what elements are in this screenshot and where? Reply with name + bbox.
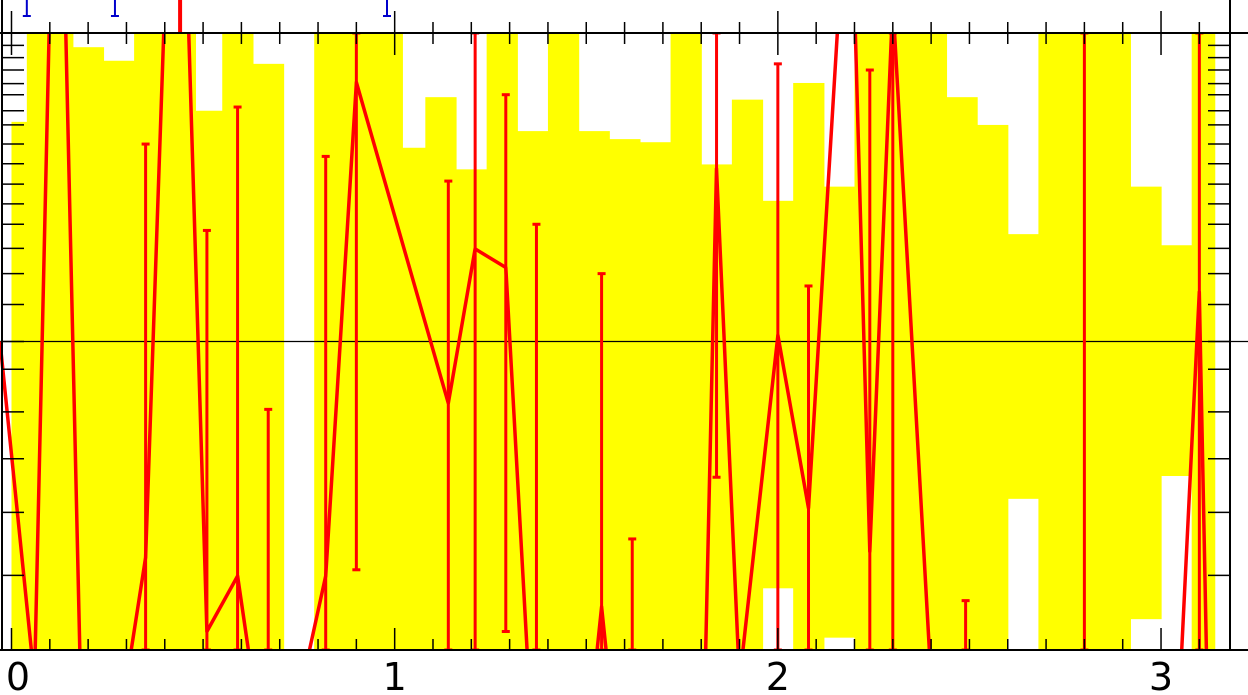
upper-panel (22, 0, 392, 33)
x-tick-label-3: 3 (1149, 655, 1173, 695)
band-11 (455, 169, 488, 650)
tick-label-layer: 0 1 2 3 (6, 655, 1173, 695)
series-layer (0, 33, 1209, 650)
band-28 (977, 124, 1009, 650)
band-15 (578, 131, 610, 650)
band-20 (731, 99, 764, 650)
axes-layer (0, 0, 1248, 651)
band-9 (402, 147, 426, 650)
band-17 (639, 142, 672, 650)
band-3 (103, 60, 135, 650)
band-27 (946, 97, 978, 650)
band-16 (609, 139, 641, 650)
series-line (0, 33, 1209, 650)
x-tick-label-2: 2 (766, 655, 790, 695)
x-tick-label-0: 0 (6, 655, 30, 695)
x-tick-label-1: 1 (383, 655, 407, 695)
band-23 (823, 186, 856, 638)
band-34 (1161, 245, 1193, 477)
band-0 (11, 121, 28, 650)
band-29 (1007, 234, 1040, 499)
band-33 (1130, 186, 1162, 620)
